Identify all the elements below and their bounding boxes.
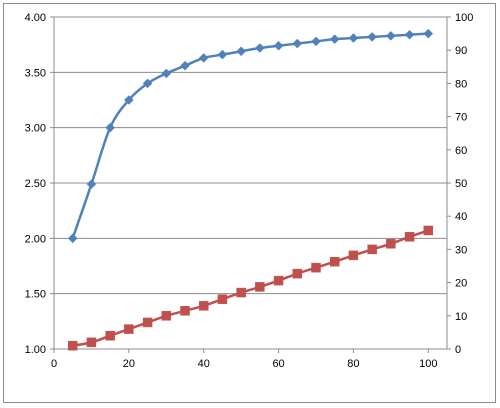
x-tick-label: 0 [51, 358, 57, 370]
series-1-point [311, 36, 321, 47]
y-tick-label: 1.50 [25, 289, 46, 301]
y2-tick-label: 20 [455, 278, 467, 290]
series-1-point [217, 49, 228, 60]
series-2-point [236, 287, 246, 298]
series-1-point [67, 233, 78, 244]
y-tick-label: 1.00 [25, 344, 46, 356]
x-tick-label: 80 [347, 358, 359, 370]
series-1-point [423, 28, 434, 39]
x-tick-label: 20 [123, 358, 135, 370]
y2-tick-label: 80 [455, 78, 467, 90]
x-tick-label: 40 [198, 358, 210, 370]
y2-tick-label: 50 [455, 178, 467, 190]
series-1-point [198, 53, 209, 63]
series-2-point [198, 301, 209, 311]
series-2-point [311, 262, 321, 273]
series-1-point [180, 60, 190, 71]
series-1-point [404, 29, 415, 40]
y2-tick-label: 60 [455, 145, 467, 157]
y-tick-label: 2.00 [25, 233, 46, 245]
series-2-point [273, 275, 284, 286]
series-1-point [367, 32, 377, 42]
series-1-point [255, 43, 265, 53]
series-2-point [180, 306, 190, 316]
y2-tick-label: 100 [455, 12, 473, 24]
y2-tick-label: 0 [455, 344, 461, 356]
series-1-point [142, 78, 153, 89]
y2-tick-label: 40 [455, 211, 467, 223]
series-2-point [161, 311, 172, 321]
series-2-point [124, 324, 134, 334]
series-1-point [124, 95, 134, 105]
series-1-point [348, 33, 359, 43]
y2-tick-label: 10 [455, 311, 467, 323]
series-2-point [142, 317, 153, 328]
series-1-point [86, 179, 97, 189]
y-tick-label: 4.00 [25, 12, 46, 24]
y2-tick-label: 70 [455, 112, 467, 124]
series-2-point [217, 294, 228, 304]
series-2-point [367, 244, 377, 255]
series-2-point [86, 337, 97, 348]
y2-tick-label: 90 [455, 45, 467, 57]
series-2-point [67, 340, 78, 351]
y-tick-label: 3.50 [25, 67, 46, 79]
y2-tick-label: 30 [455, 244, 467, 256]
x-tick-label: 100 [419, 358, 437, 370]
series-2-point [423, 225, 434, 236]
series-1-point [329, 34, 340, 44]
series-1-point [386, 30, 396, 41]
series-1-point [292, 38, 303, 49]
series-1-point [236, 46, 246, 57]
series-1-line [71, 32, 429, 239]
series-2-point [329, 256, 340, 267]
y-tick-label: 2.50 [25, 178, 46, 190]
y-tick-label: 3.00 [25, 123, 46, 135]
series-2-point [255, 282, 265, 292]
series-2-point [292, 268, 303, 279]
series-2-point [105, 330, 115, 341]
series-2-point [348, 250, 359, 261]
series-1-point [105, 122, 115, 133]
series-1-point [273, 40, 284, 51]
series-2-point [404, 232, 415, 242]
x-tick-label: 60 [272, 358, 284, 370]
series-1-point [161, 68, 172, 79]
series-2-point [386, 239, 396, 249]
